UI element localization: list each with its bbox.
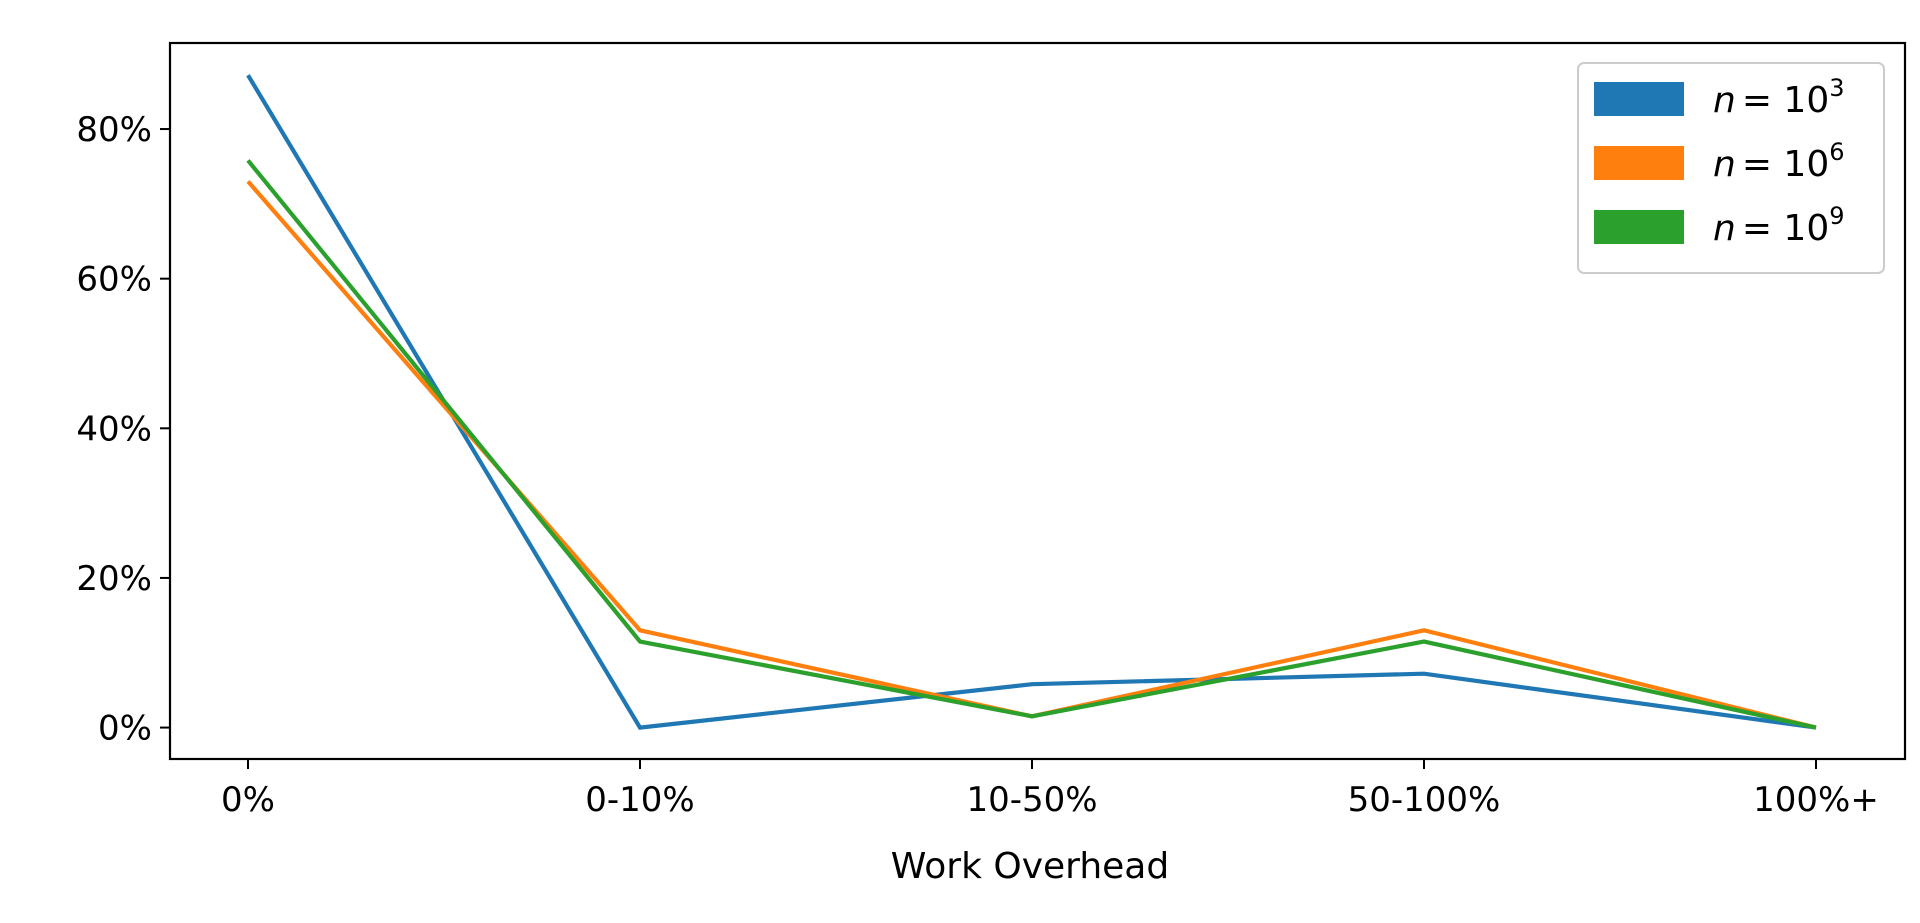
legend-swatch-1 [1594, 82, 1684, 116]
x-tick-label: 10-50% [966, 780, 1097, 820]
legend-swatch-3 [1594, 210, 1684, 244]
legend-entry-3: n = 109 [1713, 202, 1845, 249]
x-tick-label: 100%+ [1753, 780, 1879, 820]
series-line-3 [246, 159, 1817, 730]
series-line-1 [246, 74, 1817, 730]
x-tick-label: 50-100% [1348, 780, 1501, 820]
y-tick-label: 60% [76, 260, 152, 300]
x-axis: 0% 0-10% 10-50% 50-100% 100%+ [221, 759, 1879, 820]
y-tick-label: 40% [76, 409, 152, 449]
x-axis-label: Work Overhead [891, 846, 1169, 887]
y-axis: 0% 20% 40% 60% 80% [76, 110, 170, 749]
legend: n = 103 n = 106 n = 109 [1577, 62, 1885, 274]
x-tick-label: 0-10% [585, 780, 694, 820]
y-tick-label: 20% [76, 559, 152, 599]
legend-entry-1: n = 103 [1713, 74, 1845, 121]
x-tick-label: 0% [221, 780, 275, 820]
legend-swatch-2 [1594, 146, 1684, 180]
y-tick-label: 0% [98, 709, 152, 749]
series-layer [246, 74, 1817, 730]
y-tick-label: 80% [76, 110, 152, 150]
plot-frame [168, 41, 1907, 761]
legend-entry-2: n = 106 [1713, 138, 1845, 185]
